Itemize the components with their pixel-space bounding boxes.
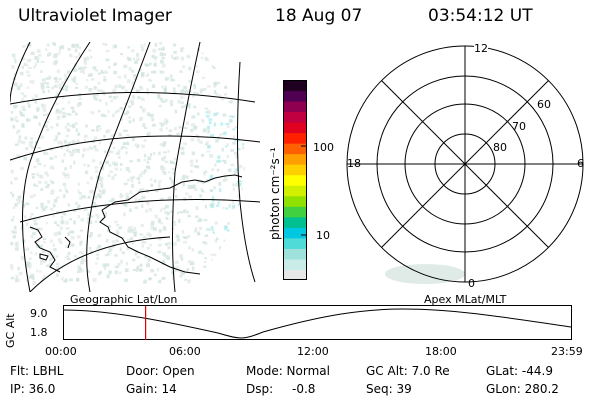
gc-alt-info: GC Alt: 7.0 Re (366, 364, 450, 378)
colorbar-band (283, 143, 307, 155)
colorbar-band (283, 258, 307, 270)
lat-label-70: 70 (512, 120, 526, 133)
colorbar-tick-100: 100 (313, 141, 334, 154)
dsp-label: Dsp: (246, 382, 274, 396)
glon-info: GLon: 280.2 (486, 382, 559, 396)
lat-lon-grid (10, 42, 261, 292)
geographic-aurora-image (10, 42, 261, 292)
alt-tick-9: 9.0 (30, 307, 48, 320)
time-label: 03:54:12 UT (428, 6, 533, 26)
time-tick-2359: 23:59 (551, 345, 583, 358)
gain-info: Gain: 14 (126, 382, 177, 396)
time-tick-0000: 00:00 (45, 345, 77, 358)
colorbar-unit-label: photon cm⁻²s⁻¹ (268, 147, 282, 240)
colorbar-band (283, 164, 307, 176)
filter-info: Flt: LBHL (10, 364, 64, 378)
aurora-emission-layer (10, 42, 245, 285)
intensity-colorbar (283, 80, 307, 280)
lat-label-80: 80 (493, 141, 507, 154)
geographic-caption: Geographic Lat/Lon (70, 293, 178, 306)
colorbar-band (283, 269, 307, 280)
instrument-title: Ultraviolet Imager (18, 6, 172, 26)
mlt-label-0: 0 (468, 277, 475, 290)
colorbar-band (283, 122, 307, 134)
colorbar-band (283, 195, 307, 207)
altitude-axis-label: GC Alt (4, 313, 17, 348)
altitude-curve (63, 308, 572, 339)
colorbar-tick-10: 10 (316, 229, 330, 242)
mode-info: Mode: Normal (246, 364, 330, 378)
colorbar-band (283, 216, 307, 228)
coastline (29, 174, 243, 275)
time-tick-1200: 12:00 (297, 345, 329, 358)
colorbar-band (283, 174, 307, 186)
lat-label-60: 60 (537, 98, 551, 111)
colorbar-band (283, 227, 307, 239)
colorbar-band (283, 111, 307, 123)
dsp-value: -0.8 (292, 382, 316, 396)
glat-info: GLat: -44.9 (486, 364, 553, 378)
ip-info: IP: 36.0 (10, 382, 56, 396)
colorbar-band (283, 153, 307, 165)
door-info: Door: Open (126, 364, 195, 378)
colorbar-band (283, 237, 307, 249)
date-label: 18 Aug 07 (275, 6, 363, 26)
mlt-label-6: 6 (577, 157, 584, 170)
time-tick-1800: 18:00 (425, 345, 457, 358)
colorbar-band (283, 90, 307, 102)
colorbar-band (283, 132, 307, 144)
seq-info: Seq: 39 (366, 382, 412, 396)
mlt-label-18: 18 (347, 157, 361, 170)
time-tick-0600: 06:00 (169, 345, 201, 358)
colorbar-band (283, 185, 307, 197)
colorbar-band (283, 206, 307, 218)
polar-mlat-mlt-plot (346, 45, 584, 284)
altitude-plot (63, 305, 572, 340)
mlt-label-12: 12 (474, 42, 488, 55)
colorbar-band (283, 101, 307, 113)
colorbar-band (283, 80, 307, 92)
apex-caption: Apex MLat/MLT (424, 293, 507, 306)
colorbar-band (283, 248, 307, 260)
alt-tick-1-8: 1.8 (30, 326, 48, 339)
polar-emission-patch (385, 264, 465, 284)
